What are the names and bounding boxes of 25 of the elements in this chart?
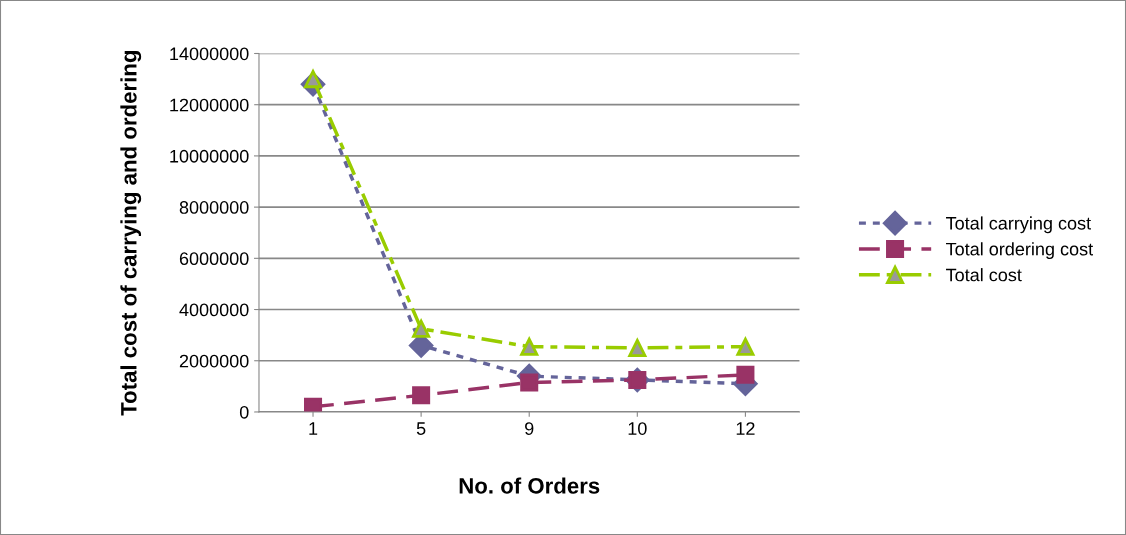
legend-label: Total cost — [946, 268, 1022, 282]
x-tick-label: 12 — [736, 422, 755, 435]
y-tick-label: 8000000 — [179, 201, 249, 214]
point — [736, 365, 755, 384]
point — [520, 337, 539, 356]
x-axis-title: No. of Orders — [459, 477, 600, 494]
point — [736, 337, 755, 356]
y-tick-label: 12000000 — [170, 98, 249, 112]
point — [412, 386, 431, 405]
x-tick-label: 5 — [416, 422, 426, 435]
legend-label: Total ordering cost — [946, 242, 1093, 260]
y-tick-label: 14000000 — [170, 47, 249, 61]
y-tick-label: 10000000 — [170, 149, 249, 163]
x-tick-label: 9 — [525, 422, 534, 435]
point — [412, 319, 431, 338]
y-tick-label: 6000000 — [179, 252, 249, 266]
y-tick-label: 4000000 — [179, 303, 249, 317]
point — [520, 373, 539, 392]
x-tick-label: 1 — [309, 422, 318, 435]
x-tick-label: 10 — [628, 422, 647, 435]
y-axis-title: Total cost of carrying and ordering — [120, 51, 142, 416]
y-tick-label: 0 — [239, 405, 249, 419]
point — [628, 338, 647, 357]
legend-label: Total carrying cost — [946, 216, 1091, 234]
y-tick-label: 2000000 — [179, 354, 249, 368]
